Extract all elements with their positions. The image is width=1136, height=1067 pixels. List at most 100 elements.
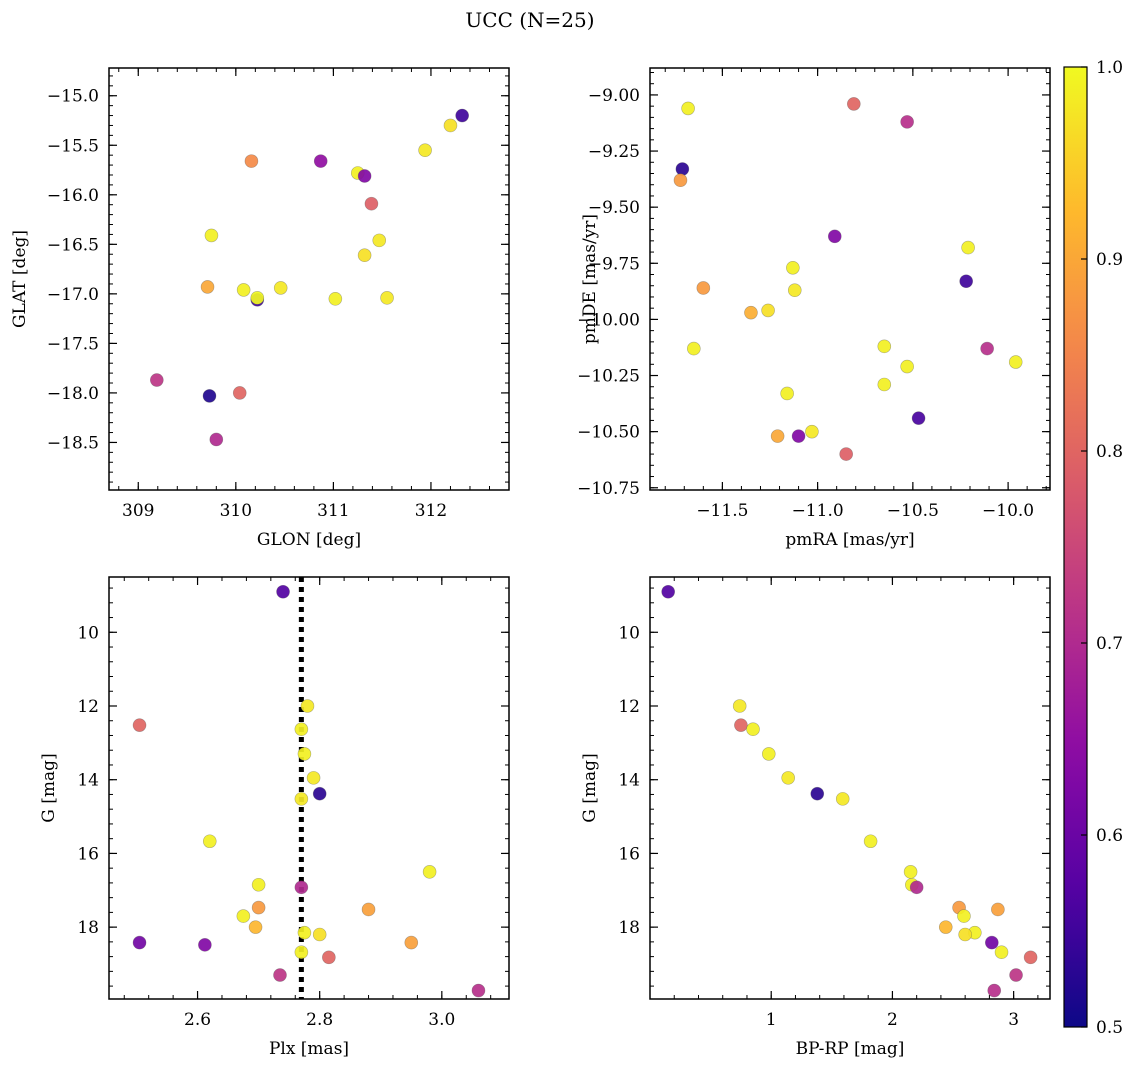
y-tick-label: −10.50 <box>577 423 640 443</box>
scatter-point <box>961 240 975 255</box>
scatter-point <box>251 877 266 892</box>
scatter-point <box>361 902 376 917</box>
scatter-point <box>835 792 850 806</box>
y-axis-label: GLAT [deg] <box>10 230 30 328</box>
axes-frame <box>649 576 1051 1000</box>
x-tick-label: 311 <box>317 501 349 521</box>
scatter-point <box>306 771 321 785</box>
y-tick-label: 12 <box>77 697 99 717</box>
axes-frame <box>649 67 1051 491</box>
scatter-point <box>673 173 688 188</box>
scatter-point <box>204 228 219 243</box>
y-tick-label: −16.0 <box>47 186 99 206</box>
scatter-point <box>357 248 372 263</box>
y-tick-label: −9.25 <box>588 142 640 162</box>
x-tick-label: 2.8 <box>306 1010 333 1030</box>
scatter-point <box>273 968 287 982</box>
scatter-point <box>471 983 486 998</box>
scatter-point <box>209 432 224 447</box>
y-tick-label: −16.5 <box>47 235 99 255</box>
scatter-point <box>938 920 953 934</box>
scatter-point <box>839 447 853 461</box>
scatter-point <box>732 699 747 713</box>
y-tick-label: −10.75 <box>577 479 640 499</box>
axes-frame <box>108 576 510 1000</box>
scatter-point <box>744 305 758 320</box>
scatter-point <box>294 722 309 737</box>
scatter-point <box>297 925 312 940</box>
scatter-point <box>273 281 288 295</box>
scatter-point <box>236 283 251 297</box>
colorbar-tick-label: 0.6 <box>1096 826 1123 846</box>
scatter-point <box>1009 968 1023 982</box>
x-tick-label: −10.5 <box>887 501 939 521</box>
scatter-point <box>696 281 711 295</box>
scatter-point <box>294 792 309 806</box>
y-tick-label: 16 <box>618 844 640 864</box>
scatter-point <box>380 291 394 305</box>
scatter-point <box>734 718 748 732</box>
colorbar-tick-label: 0.7 <box>1096 634 1123 654</box>
scatter-point <box>244 154 259 168</box>
scatter-point <box>991 902 1005 917</box>
x-tick-label: 2 <box>887 1010 898 1030</box>
scatter-point <box>250 291 265 305</box>
x-tick-label: 2.6 <box>184 1010 211 1030</box>
scatter-point <box>313 154 328 168</box>
scatter-point <box>294 945 309 959</box>
scatter-point <box>903 865 918 879</box>
colorbar-strip <box>1063 66 1088 1028</box>
scatter-point <box>297 747 312 761</box>
x-axis-label: BP-RP [mag] <box>796 1039 905 1059</box>
y-tick-label: −17.0 <box>47 285 99 305</box>
scatter-panel-2: −11.5 −11.0 −10.5 −10.0 −9.00 −9.25 −9.50 −9.75… <box>577 67 1051 550</box>
scatter-point <box>985 935 999 950</box>
scatter-point <box>900 359 914 374</box>
scatter-point <box>781 771 795 785</box>
scatter-point <box>746 722 760 737</box>
y-tick-label: 10 <box>77 623 99 643</box>
scatter-point <box>232 386 247 400</box>
scatter-point <box>987 983 1002 998</box>
scatter-point <box>455 108 469 123</box>
y-tick-label: 14 <box>618 771 640 791</box>
scatter-point <box>863 834 878 849</box>
scatter-point <box>364 196 379 211</box>
scatter-point <box>980 341 994 356</box>
scatter-point <box>200 280 215 294</box>
scatter-point <box>236 909 251 923</box>
scatter-point <box>132 718 147 732</box>
scatter-point <box>202 389 217 403</box>
scatter-point <box>312 786 327 801</box>
scatter-point <box>322 950 336 965</box>
scatter-point <box>687 341 701 356</box>
y-tick-label: −9.75 <box>588 254 640 274</box>
x-tick-label: −11.5 <box>696 501 748 521</box>
scatter-point <box>761 303 775 318</box>
scatter-point <box>958 927 972 942</box>
y-tick-label: 10 <box>618 623 640 643</box>
scatter-point <box>827 229 842 244</box>
scatter-point <box>328 292 343 306</box>
x-tick-label: 1 <box>766 1010 777 1030</box>
x-tick-label: 3 <box>1008 1010 1019 1030</box>
scatter-point <box>810 786 825 801</box>
scatter-point <box>202 834 217 849</box>
scatter-point <box>150 373 164 387</box>
scatter-point <box>681 101 695 116</box>
y-tick-label: −18.5 <box>47 433 99 453</box>
y-tick-label: −17.5 <box>47 334 99 354</box>
scatter-point <box>877 339 892 354</box>
y-tick-label: −18.0 <box>47 384 99 404</box>
colorbar-tick-label: 0.8 <box>1096 442 1123 462</box>
scatter-point <box>1023 950 1038 965</box>
scatter-point <box>791 429 806 443</box>
scatter-point <box>661 584 675 599</box>
colorbar-tick-label: 1.0 <box>1096 58 1123 78</box>
x-axis-label: pmRA [mas/yr] <box>785 530 914 550</box>
x-tick-label: 309 <box>122 501 154 521</box>
scatter-point <box>787 283 802 298</box>
scatter-point <box>418 143 432 158</box>
scatter-point <box>909 880 924 895</box>
